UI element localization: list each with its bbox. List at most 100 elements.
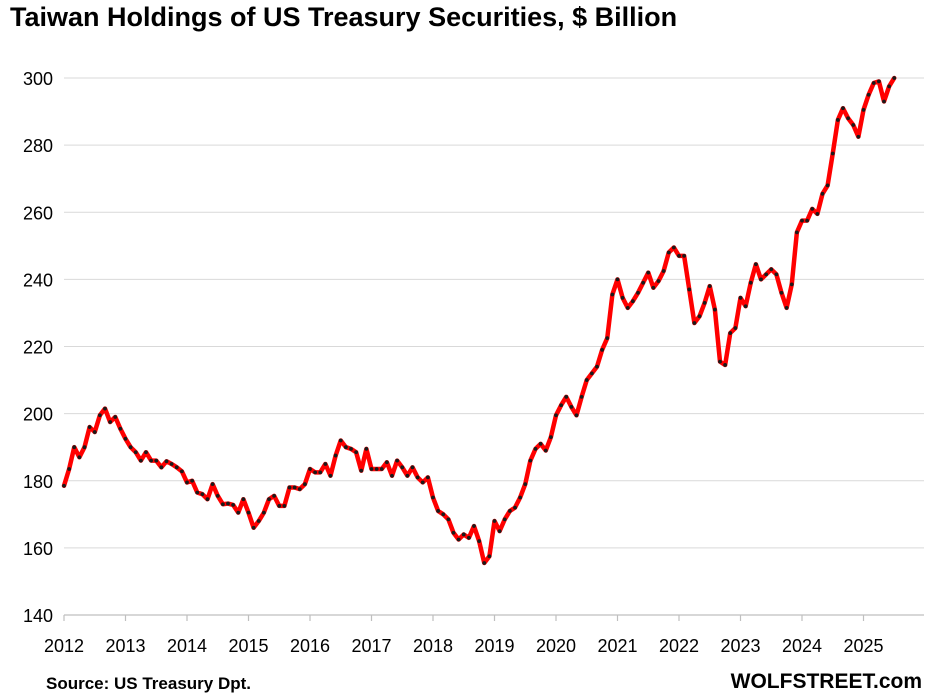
data-point [477,539,482,544]
data-point [671,245,676,250]
data-point [728,331,733,335]
data-point [333,453,338,458]
data-point [410,465,415,470]
data-point [497,529,502,533]
data-point [502,517,507,522]
data-point [349,446,353,451]
data-point [851,123,856,127]
data-point [354,450,359,455]
data-point [425,475,430,480]
data-point [856,134,861,139]
data-point [579,394,584,399]
y-tick-label: 180 [23,472,53,492]
data-point [697,314,702,319]
data-point [384,460,389,465]
data-point [748,280,753,285]
x-tick-label: 2014 [167,636,207,656]
data-point [297,487,302,492]
data-point [753,262,758,267]
series-line [61,75,897,566]
data-point [600,347,605,352]
y-tick-label: 260 [23,203,53,223]
source-note: Source: US Treasury Dpt. [46,674,252,693]
data-point [769,267,774,272]
data-point [415,475,420,480]
data-point [164,459,169,464]
data-point [707,284,712,288]
data-point [871,81,876,85]
data-point [574,413,579,418]
x-tick-label: 2020 [536,636,576,656]
data-point [538,441,543,446]
data-point [487,554,492,559]
data-point [513,505,517,510]
x-tick-label: 2019 [474,636,514,656]
y-tick-label: 240 [23,270,53,290]
data-point [318,470,323,475]
data-point [882,99,886,104]
data-point [92,430,97,434]
data-point [543,448,548,453]
data-point [876,79,881,84]
data-point [646,270,651,275]
data-point [492,519,497,523]
data-point [220,502,225,507]
data-point [97,413,102,418]
data-point [528,458,533,463]
data-point [677,253,681,258]
axes [63,614,924,621]
data-point [636,290,640,295]
data-point [405,473,410,478]
data-point [589,371,594,376]
data-point [62,483,66,488]
data-point [825,183,830,188]
data-point [692,321,697,325]
data-point [302,482,307,487]
data-point [359,468,364,473]
data-point [77,455,82,460]
data-point [559,403,564,408]
data-point [794,230,799,235]
data-point [764,272,769,277]
data-point [210,482,215,487]
data-point [236,510,241,515]
data-point [533,446,538,451]
data-point [810,206,815,211]
y-tick-label: 200 [23,405,53,425]
data-point [133,450,138,455]
data-point [292,485,297,490]
data-point [436,509,441,513]
data-point [702,300,707,305]
data-point [144,450,148,455]
data-point [338,438,343,443]
y-tick-label: 140 [23,606,53,626]
data-point [738,295,743,300]
data-point [215,493,220,498]
data-point [887,84,892,89]
data-point [718,359,722,364]
data-point [138,458,143,463]
x-tick-label: 2023 [720,636,760,656]
data-point [687,287,692,292]
series [61,75,897,566]
data-point [564,394,569,399]
data-point [866,92,871,97]
y-tick-label: 220 [23,338,53,358]
chart-title: Taiwan Holdings of US Treasury Securitie… [10,2,678,32]
data-point [584,378,589,382]
data-point [82,445,87,450]
data-point [682,253,687,258]
data-point [548,435,553,440]
data-point [630,299,635,304]
x-tick-label: 2012 [44,636,84,656]
data-point [456,537,461,542]
x-tick-label: 2024 [782,636,822,656]
data-point [482,561,487,565]
data-point [712,307,717,312]
data-point [277,504,282,508]
brand-label: WOLFSTREET.com [730,670,922,693]
data-point [620,295,625,300]
data-point [518,495,523,500]
data-point [205,497,210,502]
data-point [287,485,292,490]
